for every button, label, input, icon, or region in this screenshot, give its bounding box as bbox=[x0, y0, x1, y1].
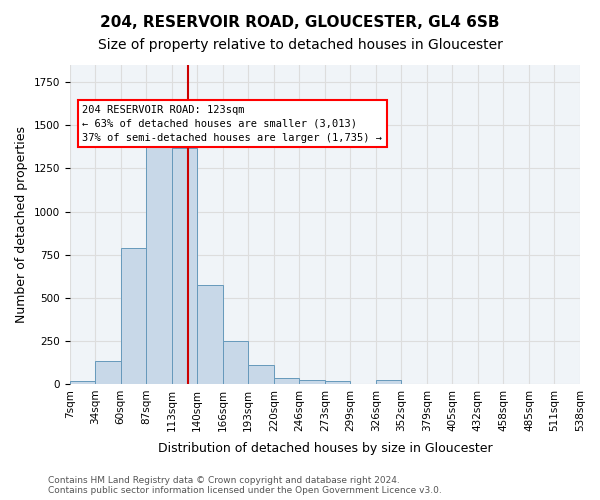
Bar bbox=[376, 380, 401, 384]
Bar bbox=[95, 360, 121, 384]
Bar bbox=[325, 381, 350, 384]
Bar bbox=[146, 129, 172, 384]
Text: Size of property relative to detached houses in Gloucester: Size of property relative to detached ho… bbox=[98, 38, 502, 52]
Bar bbox=[274, 378, 299, 384]
Text: Contains HM Land Registry data © Crown copyright and database right 2024.
Contai: Contains HM Land Registry data © Crown c… bbox=[48, 476, 442, 495]
Bar bbox=[299, 380, 325, 384]
Bar bbox=[172, 148, 197, 384]
Bar bbox=[223, 341, 248, 384]
Bar bbox=[70, 381, 95, 384]
Y-axis label: Number of detached properties: Number of detached properties bbox=[15, 126, 28, 323]
Text: 204, RESERVOIR ROAD, GLOUCESTER, GL4 6SB: 204, RESERVOIR ROAD, GLOUCESTER, GL4 6SB bbox=[100, 15, 500, 30]
Text: 204 RESERVOIR ROAD: 123sqm
← 63% of detached houses are smaller (3,013)
37% of s: 204 RESERVOIR ROAD: 123sqm ← 63% of deta… bbox=[82, 104, 382, 142]
Bar bbox=[197, 285, 223, 384]
Bar bbox=[248, 364, 274, 384]
Bar bbox=[121, 248, 146, 384]
X-axis label: Distribution of detached houses by size in Gloucester: Distribution of detached houses by size … bbox=[158, 442, 492, 455]
